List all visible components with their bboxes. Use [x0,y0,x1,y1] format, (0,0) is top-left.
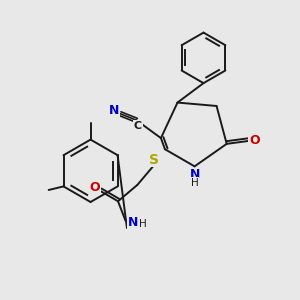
Text: C: C [134,121,142,130]
Text: H: H [140,219,147,229]
Text: H: H [191,178,199,188]
Text: N: N [109,104,119,117]
Text: O: O [249,134,260,147]
Text: S: S [149,153,159,167]
Text: O: O [89,182,100,194]
Text: N: N [189,168,200,181]
Text: N: N [128,217,138,230]
